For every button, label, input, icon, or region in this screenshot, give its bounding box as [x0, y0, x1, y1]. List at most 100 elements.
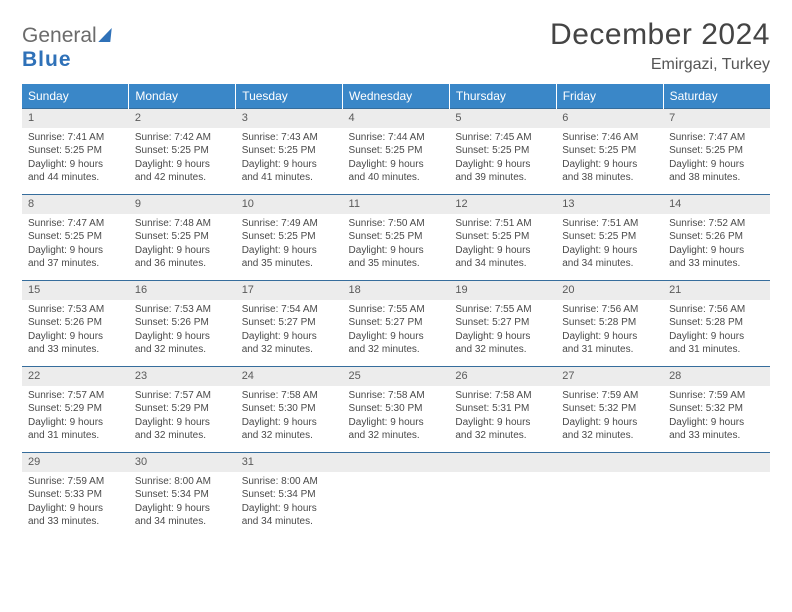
daylight-line: and 33 minutes. [28, 343, 123, 357]
daylight-line: and 34 minutes. [455, 257, 550, 271]
day-body: Sunrise: 7:57 AMSunset: 5:29 PMDaylight:… [22, 386, 129, 447]
day-number: 24 [236, 367, 343, 386]
sunrise-line: Sunrise: 7:58 AM [455, 389, 550, 403]
day-number: 5 [449, 109, 556, 128]
sunrise-line: Sunrise: 7:52 AM [669, 217, 764, 231]
sunrise-line: Sunrise: 7:48 AM [135, 217, 230, 231]
daylight-line: Daylight: 9 hours [455, 244, 550, 258]
daylight-line: Daylight: 9 hours [455, 416, 550, 430]
sunset-line: Sunset: 5:31 PM [455, 402, 550, 416]
day-number: 30 [129, 453, 236, 472]
daylight-line: and 36 minutes. [135, 257, 230, 271]
sunrise-line: Sunrise: 7:54 AM [242, 303, 337, 317]
daylight-line: Daylight: 9 hours [669, 330, 764, 344]
day-body: Sunrise: 7:45 AMSunset: 5:25 PMDaylight:… [449, 128, 556, 189]
daylight-line: Daylight: 9 hours [28, 158, 123, 172]
sunset-line: Sunset: 5:25 PM [242, 144, 337, 158]
col-tuesday: Tuesday [236, 84, 343, 109]
day-body: Sunrise: 7:43 AMSunset: 5:25 PMDaylight:… [236, 128, 343, 189]
daylight-line: and 38 minutes. [562, 171, 657, 185]
daylight-line: and 35 minutes. [242, 257, 337, 271]
sunset-line: Sunset: 5:25 PM [242, 230, 337, 244]
sunset-line: Sunset: 5:27 PM [349, 316, 444, 330]
day-number: 3 [236, 109, 343, 128]
calendar-cell: 29Sunrise: 7:59 AMSunset: 5:33 PMDayligh… [22, 453, 129, 539]
sunrise-line: Sunrise: 7:57 AM [28, 389, 123, 403]
day-number: 21 [663, 281, 770, 300]
calendar-table: Sunday Monday Tuesday Wednesday Thursday… [22, 84, 770, 539]
sunrise-line: Sunrise: 7:53 AM [135, 303, 230, 317]
day-number: 31 [236, 453, 343, 472]
day-number: 26 [449, 367, 556, 386]
calendar-row: 29Sunrise: 7:59 AMSunset: 5:33 PMDayligh… [22, 453, 770, 539]
daylight-line: and 34 minutes. [562, 257, 657, 271]
daylight-line: and 38 minutes. [669, 171, 764, 185]
day-number: 9 [129, 195, 236, 214]
sunrise-line: Sunrise: 7:59 AM [562, 389, 657, 403]
col-wednesday: Wednesday [343, 84, 450, 109]
sunrise-line: Sunrise: 8:00 AM [135, 475, 230, 489]
day-body: Sunrise: 7:44 AMSunset: 5:25 PMDaylight:… [343, 128, 450, 189]
day-body: Sunrise: 8:00 AMSunset: 5:34 PMDaylight:… [236, 472, 343, 533]
col-friday: Friday [556, 84, 663, 109]
daylight-line: and 32 minutes. [349, 343, 444, 357]
day-body: Sunrise: 7:55 AMSunset: 5:27 PMDaylight:… [449, 300, 556, 361]
sunset-line: Sunset: 5:26 PM [135, 316, 230, 330]
sunrise-line: Sunrise: 7:58 AM [242, 389, 337, 403]
brand-part1: General [22, 24, 97, 47]
calendar-cell: 15Sunrise: 7:53 AMSunset: 5:26 PMDayligh… [22, 281, 129, 367]
day-body: Sunrise: 7:47 AMSunset: 5:25 PMDaylight:… [22, 214, 129, 275]
sunrise-line: Sunrise: 7:59 AM [669, 389, 764, 403]
sunset-line: Sunset: 5:27 PM [455, 316, 550, 330]
sunset-line: Sunset: 5:25 PM [562, 144, 657, 158]
day-number: 25 [343, 367, 450, 386]
sunset-line: Sunset: 5:25 PM [135, 144, 230, 158]
calendar-cell: 19Sunrise: 7:55 AMSunset: 5:27 PMDayligh… [449, 281, 556, 367]
sunset-line: Sunset: 5:26 PM [669, 230, 764, 244]
calendar-row: 15Sunrise: 7:53 AMSunset: 5:26 PMDayligh… [22, 281, 770, 367]
daylight-line: Daylight: 9 hours [562, 244, 657, 258]
day-body: Sunrise: 7:50 AMSunset: 5:25 PMDaylight:… [343, 214, 450, 275]
col-sunday: Sunday [22, 84, 129, 109]
sunset-line: Sunset: 5:28 PM [562, 316, 657, 330]
daylight-line: and 32 minutes. [455, 429, 550, 443]
daylight-line: and 37 minutes. [28, 257, 123, 271]
col-thursday: Thursday [449, 84, 556, 109]
daylight-line: and 42 minutes. [135, 171, 230, 185]
daylight-line: Daylight: 9 hours [562, 416, 657, 430]
sunrise-line: Sunrise: 7:50 AM [349, 217, 444, 231]
day-body: Sunrise: 7:54 AMSunset: 5:27 PMDaylight:… [236, 300, 343, 361]
calendar-cell: 20Sunrise: 7:56 AMSunset: 5:28 PMDayligh… [556, 281, 663, 367]
day-body: Sunrise: 7:57 AMSunset: 5:29 PMDaylight:… [129, 386, 236, 447]
day-body: Sunrise: 7:41 AMSunset: 5:25 PMDaylight:… [22, 128, 129, 189]
calendar-cell: 27Sunrise: 7:59 AMSunset: 5:32 PMDayligh… [556, 367, 663, 453]
calendar-cell: 26Sunrise: 7:58 AMSunset: 5:31 PMDayligh… [449, 367, 556, 453]
sunset-line: Sunset: 5:30 PM [349, 402, 444, 416]
day-body: Sunrise: 7:59 AMSunset: 5:32 PMDaylight:… [556, 386, 663, 447]
sunrise-line: Sunrise: 7:57 AM [135, 389, 230, 403]
sunrise-line: Sunrise: 7:49 AM [242, 217, 337, 231]
daylight-line: Daylight: 9 hours [349, 244, 444, 258]
day-body: Sunrise: 7:59 AMSunset: 5:32 PMDaylight:… [663, 386, 770, 447]
sunset-line: Sunset: 5:34 PM [242, 488, 337, 502]
daylight-line: and 44 minutes. [28, 171, 123, 185]
daylight-line: and 33 minutes. [669, 429, 764, 443]
sunset-line: Sunset: 5:32 PM [562, 402, 657, 416]
daylight-line: and 32 minutes. [242, 429, 337, 443]
daylight-line: Daylight: 9 hours [28, 502, 123, 516]
day-number: 13 [556, 195, 663, 214]
daylight-line: Daylight: 9 hours [28, 330, 123, 344]
day-number: 1 [22, 109, 129, 128]
sunset-line: Sunset: 5:25 PM [669, 144, 764, 158]
day-body: Sunrise: 7:51 AMSunset: 5:25 PMDaylight:… [556, 214, 663, 275]
daylight-line: Daylight: 9 hours [242, 158, 337, 172]
day-body: Sunrise: 7:58 AMSunset: 5:31 PMDaylight:… [449, 386, 556, 447]
daylight-line: Daylight: 9 hours [349, 416, 444, 430]
sunrise-line: Sunrise: 7:55 AM [349, 303, 444, 317]
sunrise-line: Sunrise: 7:53 AM [28, 303, 123, 317]
sunset-line: Sunset: 5:26 PM [28, 316, 123, 330]
daylight-line: Daylight: 9 hours [135, 244, 230, 258]
sunset-line: Sunset: 5:25 PM [349, 230, 444, 244]
daylight-line: and 32 minutes. [349, 429, 444, 443]
sunset-line: Sunset: 5:25 PM [562, 230, 657, 244]
